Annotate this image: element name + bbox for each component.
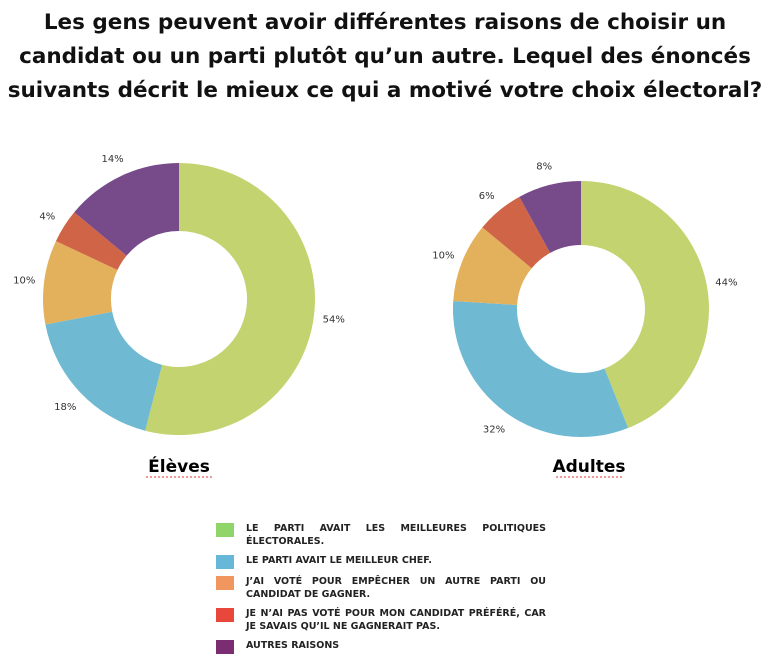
donut-slice [482, 196, 551, 269]
slice-label: 4% [39, 211, 55, 222]
slice-label: 32% [483, 425, 505, 436]
slice-label: 6% [479, 191, 495, 202]
legend-item: LE PARTI AVAIT LE MEILLEUR CHEF. [216, 554, 546, 569]
donut-slice [45, 311, 163, 431]
legend-swatch [216, 555, 234, 569]
chart-subtitle: Adultes [552, 457, 625, 477]
legend-label: J’AI VOTÉ POUR EMPÊCHER UN AUTRE PARTI O… [246, 576, 546, 600]
donut-slice [581, 181, 709, 429]
chart-subtitle: Élèves [148, 455, 210, 477]
legend-swatch [216, 640, 234, 654]
donut-slice [74, 163, 179, 256]
donut-slice [453, 227, 532, 305]
slice-label: 54% [323, 315, 345, 326]
legend-swatch [216, 608, 234, 622]
chart-title: Les gens peuvent avoir différentes raiso… [7, 10, 763, 103]
legend: LE PARTI AVAIT LES MEILLEURES POLITIQUES… [216, 522, 546, 660]
slice-label: 18% [54, 402, 76, 413]
legend-label: AUTRES RAISONS [246, 640, 340, 651]
slice-label: 44% [715, 277, 737, 288]
donut-slice [42, 241, 118, 325]
slice-label: 10% [13, 275, 35, 286]
legend-label: LE PARTI AVAIT LES MEILLEURES POLITIQUES… [246, 523, 546, 547]
slice-label: 8% [536, 162, 552, 173]
slice-label: 14% [101, 154, 123, 165]
legend-swatch [216, 523, 234, 537]
legend-item: LE PARTI AVAIT LES MEILLEURES POLITIQUES… [216, 522, 546, 548]
legend-item: AUTRES RAISONS [216, 639, 546, 654]
donut-slice [519, 181, 581, 253]
slice-label: 10% [432, 251, 454, 262]
legend-label: JE N’AI PAS VOTÉ POUR MON CANDIDAT PRÉFÉ… [246, 608, 546, 632]
donut-slice [452, 300, 629, 437]
donut-slice [145, 163, 315, 435]
legend-swatch [216, 576, 234, 590]
legend-label: LE PARTI AVAIT LE MEILLEUR CHEF. [246, 555, 432, 566]
legend-item: JE N’AI PAS VOTÉ POUR MON CANDIDAT PRÉFÉ… [216, 607, 546, 633]
legend-item: J’AI VOTÉ POUR EMPÊCHER UN AUTRE PARTI O… [216, 575, 546, 601]
donut-slice [55, 212, 127, 271]
